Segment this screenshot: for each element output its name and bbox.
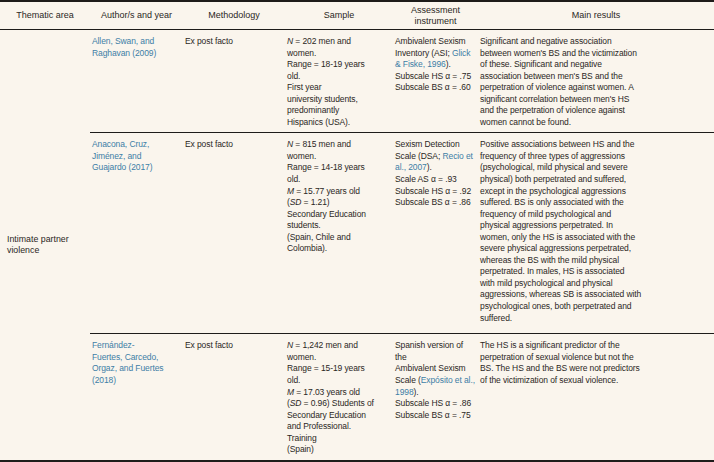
- main-results-cell: Positive associations between HS and the…: [478, 139, 714, 329]
- text-segment: M: [287, 186, 294, 196]
- sample-cell: N = 202 men and women. Range = 18-19 yea…: [285, 36, 393, 128]
- table-header-row: Thematic area Author/s and year Methodol…: [0, 2, 714, 30]
- sample-cell: N = 1,242 men and women. Range = 15-19 y…: [285, 340, 393, 455]
- text-segment: SD: [290, 197, 302, 207]
- thematic-area-cell: Intimate partner violence: [0, 30, 90, 460]
- paper-page: Thematic area Author/s and year Methodol…: [0, 0, 714, 462]
- text-segment: M: [287, 387, 294, 397]
- table-row: Fernández- Fuertes, Carcedo, Orgaz, and …: [90, 333, 714, 459]
- table-row: Anacona, Cruz, Jiménez, and Guajardo (20…: [90, 132, 714, 333]
- text-segment: = 1,242 men and women. Range = 15-19 yea…: [287, 340, 365, 385]
- main-results-cell: The HS is a significant predictor of the…: [478, 340, 714, 455]
- assessment-cell: Sexism Detection Scale (DSA; Recio et al…: [393, 139, 478, 329]
- text-segment: = 202 men and women. Range = 18-19 years…: [287, 36, 365, 127]
- authors-citation[interactable]: Fernández- Fuertes, Carcedo, Orgaz, and …: [90, 340, 183, 455]
- methodology-cell: Ex post facto: [183, 36, 285, 128]
- study-rows: Allen, Swan, and Raghavan (2009) Ex post…: [90, 30, 714, 460]
- text-segment: = 0.96) Students of Secondary Education …: [287, 398, 374, 454]
- header-sample: Sample: [285, 2, 393, 29]
- table-body: Intimate partner violence Allen, Swan, a…: [0, 30, 714, 460]
- authors-citation[interactable]: Allen, Swan, and Raghavan (2009): [90, 36, 183, 128]
- main-results-cell: Significant and negative association bet…: [478, 36, 714, 128]
- header-assessment-instrument: Assessment instrument: [393, 2, 478, 29]
- assessment-cell: Spanish version of the Ambivalent Sexism…: [393, 340, 478, 455]
- header-main-results: Main results: [478, 2, 714, 29]
- sample-cell: N = 815 men and women. Range = 14-18 yea…: [285, 139, 393, 329]
- header-methodology: Methodology: [183, 2, 285, 29]
- header-authors-year: Author/s and year: [90, 2, 183, 29]
- table-row: Allen, Swan, and Raghavan (2009) Ex post…: [90, 30, 714, 132]
- header-thematic-area: Thematic area: [0, 2, 90, 29]
- methodology-cell: Ex post facto: [183, 139, 285, 329]
- assessment-cell: Ambivalent Sexism Inventory (ASI; Glick …: [393, 36, 478, 128]
- authors-citation[interactable]: Anacona, Cruz, Jiménez, and Guajardo (20…: [90, 139, 183, 329]
- text-segment: = 815 men and women. Range = 14-18 years…: [287, 139, 365, 184]
- thematic-area-label: Intimate partner violence: [0, 234, 90, 257]
- text-segment: SD: [290, 398, 302, 408]
- results-table: Thematic area Author/s and year Methodol…: [0, 0, 714, 462]
- methodology-cell: Ex post facto: [183, 340, 285, 455]
